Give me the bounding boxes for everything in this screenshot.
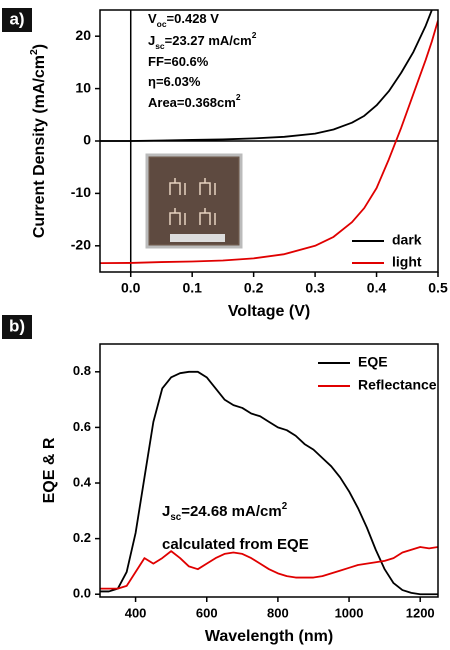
text-segment: =0.428 V: [167, 11, 220, 26]
text-segment: Area=0.368cm: [148, 95, 236, 110]
y-tick-label: -20: [71, 237, 91, 253]
plot-frame: [99, 9, 439, 273]
y-tick-label: 10: [75, 79, 91, 95]
y-tick-label: 0.8: [73, 363, 91, 378]
x-axis-label: Voltage (V): [228, 303, 310, 320]
x-axis-label: Wavelength (nm): [205, 628, 333, 645]
x-tick-label: 0.2: [244, 280, 264, 296]
legend-label: light: [392, 254, 422, 270]
plot-area: [100, 10, 438, 264]
text-segment: J: [162, 503, 170, 520]
x-tick-label: 0.4: [367, 280, 387, 296]
x-tick-label: 600: [196, 605, 218, 620]
text-segment: ): [31, 44, 48, 49]
y-axis-label: EQE & R: [41, 437, 58, 503]
text-segment: FF=60.6%: [148, 54, 209, 69]
x-tick-label: 0.0: [121, 280, 141, 296]
y-tick-label: 0.6: [73, 419, 91, 434]
panel-label: a): [9, 9, 24, 28]
text-segment: sc: [170, 512, 181, 523]
panel-label-box: [2, 8, 32, 32]
text-segment: calculated from EQE: [162, 536, 309, 553]
legend-label: dark: [392, 232, 422, 248]
x-tick-label: 1200: [406, 605, 435, 620]
inset-photo: [145, 153, 243, 249]
x-tick-label: 0.3: [305, 280, 325, 296]
panel-label: b): [9, 316, 25, 335]
series-line: [100, 20, 438, 264]
x-tick-label: 0.5: [428, 280, 448, 296]
y-tick-label: 0: [83, 132, 91, 148]
y-tick-label: 0.0: [73, 586, 91, 601]
y-tick-label: 0.4: [73, 474, 92, 489]
panel-label-box: [2, 315, 32, 339]
annotation: FF=60.6%: [148, 54, 209, 69]
text-segment: sc: [155, 41, 165, 51]
y-tick-label: 20: [75, 27, 91, 43]
x-tick-label: 400: [125, 605, 147, 620]
text-segment: =24.68 mA/cm: [181, 503, 281, 520]
legend-label: Reflectance: [358, 377, 437, 393]
text-segment: η=6.03%: [148, 74, 201, 89]
series-line: [100, 10, 433, 142]
annotation: Jsc=23.27 mA/cm2: [148, 30, 257, 51]
text-segment: 2: [29, 49, 40, 55]
text-segment: oc: [157, 19, 167, 29]
annotation: Area=0.368cm2: [148, 92, 241, 110]
text-segment: V: [148, 11, 157, 26]
annotation: Jsc=24.68 mA/cm2: [162, 501, 288, 523]
plot-frame: [99, 343, 439, 598]
annotation: Voc=0.428 V: [148, 11, 219, 29]
legend-label: EQE: [358, 354, 388, 370]
x-tick-label: 800: [267, 605, 289, 620]
series-line: [100, 370, 438, 596]
text-segment: EQE & R: [41, 437, 58, 503]
text-segment: J: [148, 33, 155, 48]
x-tick-label: 0.1: [182, 280, 202, 296]
x-tick-label: 1000: [335, 605, 364, 620]
annotation: calculated from EQE: [162, 536, 309, 553]
series-line: [100, 546, 438, 590]
y-tick-label: 0.2: [73, 530, 91, 545]
text-segment: 2: [282, 501, 288, 512]
text-segment: =23.27 mA/cm: [165, 33, 252, 48]
text-segment: 2: [252, 30, 257, 40]
y-axis-label: Current Density (mA/cm2): [29, 44, 48, 238]
plot-area: [100, 370, 438, 596]
annotation: η=6.03%: [148, 74, 201, 89]
text-segment: 2: [236, 92, 241, 102]
text-segment: Current Density (mA/cm: [31, 55, 48, 238]
y-tick-label: -10: [71, 184, 91, 200]
